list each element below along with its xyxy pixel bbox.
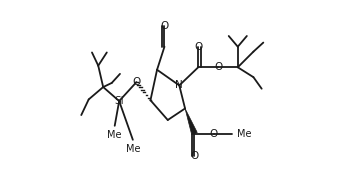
- Text: O: O: [214, 62, 222, 72]
- Text: Si: Si: [114, 96, 124, 106]
- Text: Me: Me: [126, 144, 140, 154]
- Text: Me: Me: [107, 130, 122, 140]
- Text: Me: Me: [237, 128, 251, 139]
- Text: O: O: [190, 151, 199, 161]
- Polygon shape: [185, 109, 197, 135]
- Text: O: O: [161, 21, 169, 31]
- Text: N: N: [175, 80, 183, 90]
- Text: O: O: [132, 77, 140, 87]
- Text: O: O: [194, 42, 202, 52]
- Text: O: O: [209, 128, 218, 139]
